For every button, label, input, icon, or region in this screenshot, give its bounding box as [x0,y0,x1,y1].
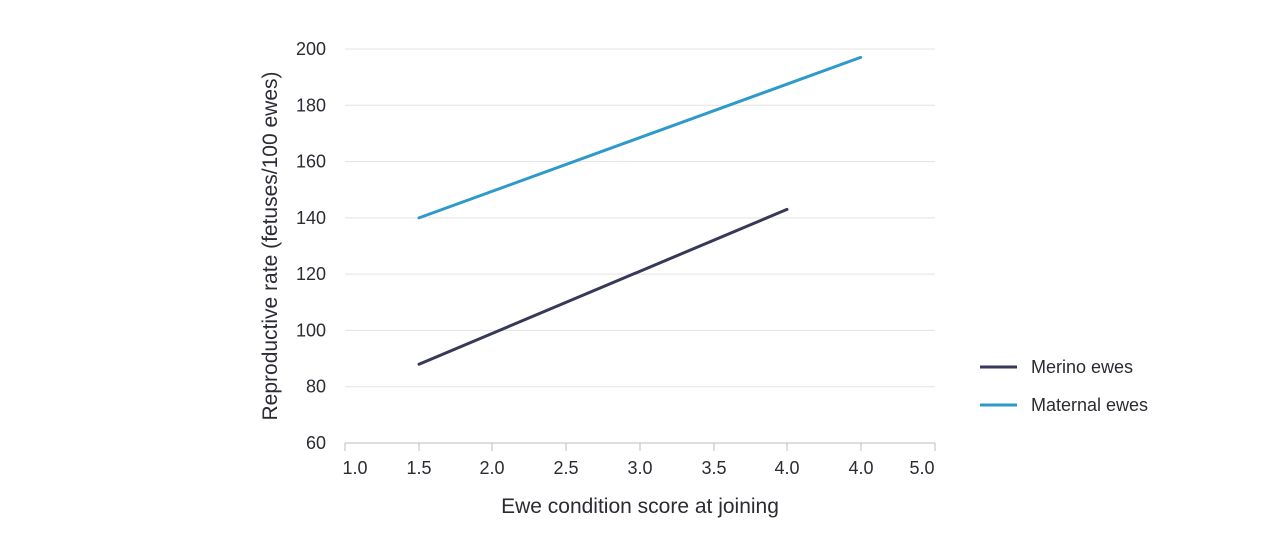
y-tick-label: 120 [296,264,326,284]
axis-layer: 60 80 100 120 140 160 180 200 1.0 1.5 2.0 2.5 3.0 3.5… [296,39,936,478]
legend-label-1: Maternal ewes [1031,395,1148,415]
x-tick-label: 2.0 [479,458,504,478]
series-line-0 [417,207,789,366]
x-tick-label: 1.0 [342,458,367,478]
x-tick-label: 4.0 [774,458,799,478]
y-tick-label: 160 [296,152,326,172]
x-tick-label: 4.0 [848,458,873,478]
y-tick-label: 60 [306,433,326,453]
x-tick-label: 1.5 [406,458,431,478]
series-layer [417,55,863,366]
x-axis-title: Ewe condition score at joining [501,495,779,518]
x-tick-label: 3.5 [701,458,726,478]
y-tick-label: 180 [296,95,326,115]
series-line-1 [417,55,863,220]
legend: Merino ewes Maternal ewes [980,357,1148,415]
x-tick-label: 3.0 [627,458,652,478]
y-axis-title: Reproductive rate (fetuses/100 ewes) [259,71,282,420]
x-tick-label: 2.5 [553,458,578,478]
y-tick-label: 100 [296,320,326,340]
y-tick-label: 200 [296,39,326,59]
y-tick-label: 80 [306,377,326,397]
grid-layer [345,48,935,388]
legend-label-0: Merino ewes [1031,357,1133,377]
y-tick-label: 140 [296,208,326,228]
x-tick-label: 5.0 [909,458,934,478]
